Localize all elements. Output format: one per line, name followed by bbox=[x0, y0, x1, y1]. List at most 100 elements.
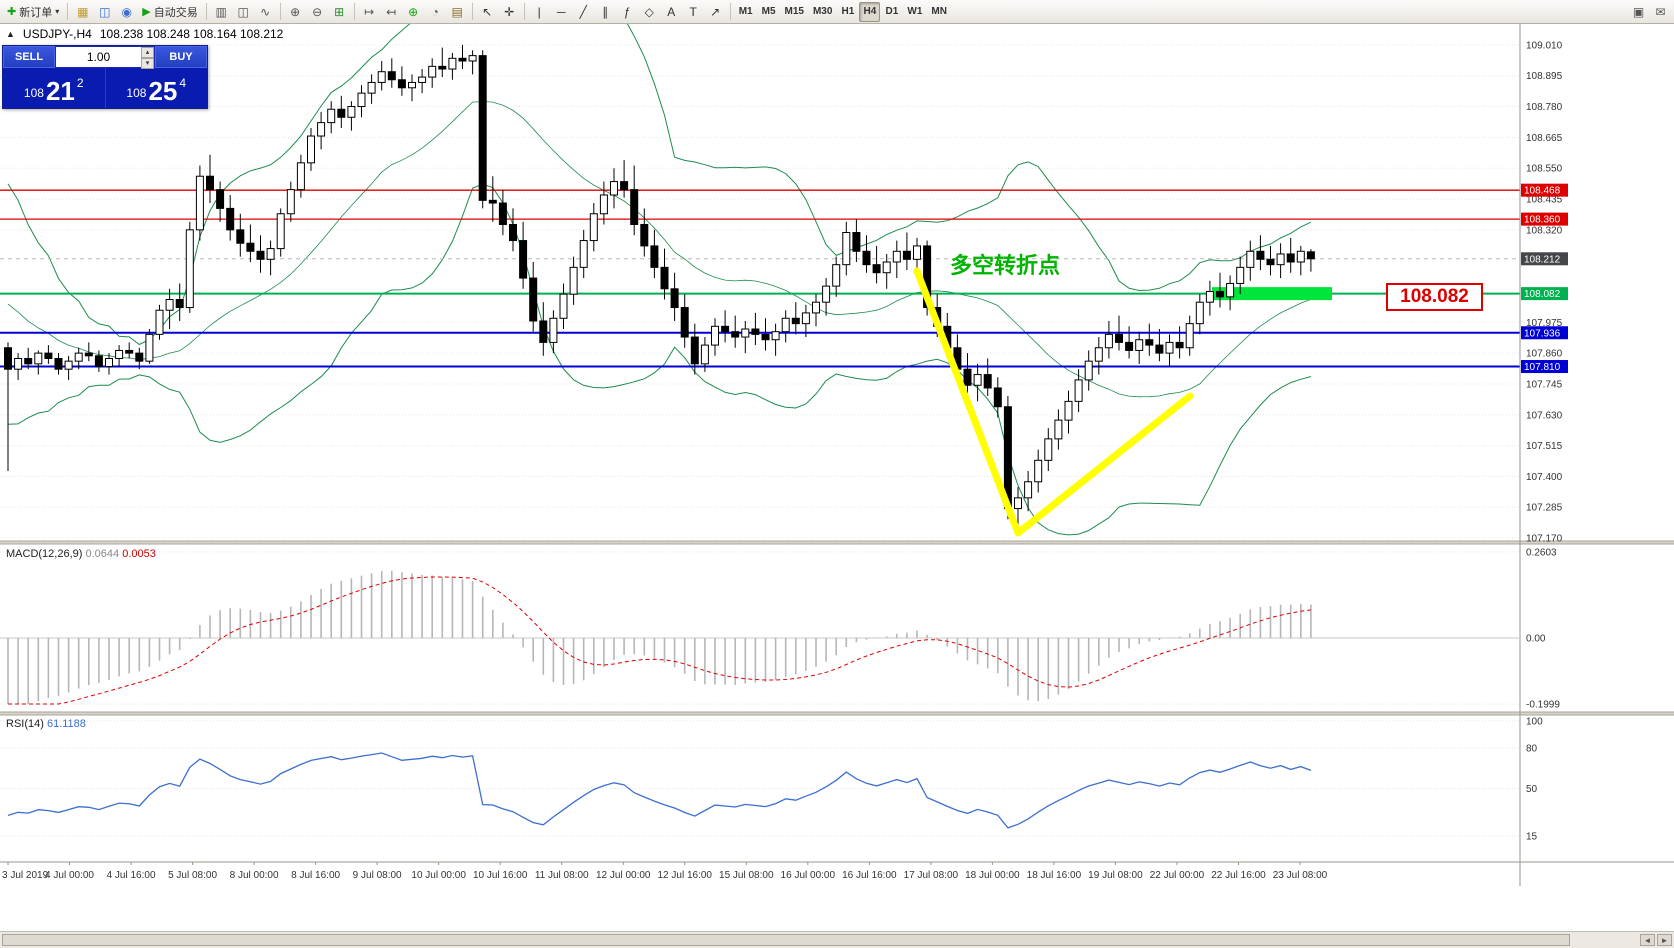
timeframe-w1-button[interactable]: W1 bbox=[907, 6, 923, 17]
volume-down-button[interactable]: ▾ bbox=[141, 58, 154, 69]
zoom-in-icon[interactable]: ⊕ bbox=[285, 2, 306, 22]
time-tick-label: 12 Jul 16:00 bbox=[658, 870, 713, 881]
scroll-left-arrow[interactable]: ◄ bbox=[1640, 934, 1655, 946]
time-tick-label: 10 Jul 00:00 bbox=[411, 870, 466, 881]
one-click-collapse-icon[interactable]: ▲ bbox=[6, 29, 15, 39]
volume-value[interactable]: 1.00 bbox=[86, 50, 111, 64]
sell-button[interactable]: SELL bbox=[3, 46, 55, 68]
buy-price-point: 4 bbox=[179, 76, 187, 90]
horizontal-scrollbar[interactable]: ◄ ► bbox=[0, 931, 1674, 948]
periods-icon[interactable]: ◔ bbox=[425, 2, 446, 22]
line-chart-icon[interactable]: ∿ bbox=[255, 2, 276, 22]
support-zone-rect[interactable] bbox=[1212, 287, 1332, 301]
new-order-button[interactable]: ✚ 新订单 ▾ bbox=[3, 2, 63, 22]
sell-price-point: 2 bbox=[76, 76, 84, 90]
time-tick-label: 17 Jul 08:00 bbox=[904, 870, 959, 881]
time-tick-label: 22 Jul 16:00 bbox=[1211, 870, 1266, 881]
label-icon[interactable]: T bbox=[683, 2, 704, 22]
zoom-out-icon-glyph: ⊖ bbox=[312, 4, 323, 19]
price-tick-label: 109.010 bbox=[1526, 40, 1563, 51]
rsi-indicator-label: RSI(14) 61.1188 bbox=[6, 718, 86, 730]
cursor-icon[interactable]: ↖ bbox=[477, 2, 498, 22]
grid-icon[interactable]: ⊞ bbox=[329, 2, 350, 22]
time-tick-label: 4 Jul 00:00 bbox=[45, 870, 94, 881]
price-badge-label: 108.082 bbox=[1524, 289, 1561, 300]
vertical-line-icon[interactable]: | bbox=[529, 2, 550, 22]
buy-button[interactable]: BUY bbox=[155, 46, 207, 68]
sell-price-display[interactable]: 108 21 2 bbox=[3, 68, 105, 108]
volume-input[interactable]: 1.00 ▴ ▾ bbox=[55, 46, 155, 69]
volume-up-button[interactable]: ▴ bbox=[141, 47, 154, 58]
buy-price-display[interactable]: 108 25 4 bbox=[104, 68, 208, 108]
zoom-in-icon-glyph: ⊕ bbox=[290, 4, 301, 19]
timeframe-m5-button[interactable]: M5 bbox=[761, 6, 776, 17]
charts-window-icon-glyph: ◫ bbox=[99, 4, 111, 19]
new-order-button-label: 新订单 bbox=[19, 6, 53, 19]
timeframe-m15-button[interactable]: M15 bbox=[784, 6, 804, 17]
macd-tick-label: 0.2603 bbox=[1526, 548, 1557, 559]
macd-indicator-label: MACD(12,26,9) 0.0644 0.0053 bbox=[6, 548, 156, 560]
pane-separators[interactable] bbox=[0, 540, 1674, 716]
macd-tick-label: -0.1999 bbox=[1526, 700, 1560, 711]
window-layout-icon-glyph: ▣ bbox=[1632, 4, 1645, 19]
window-layout-icon[interactable]: ▣ bbox=[1628, 2, 1649, 22]
time-tick-label: 12 Jul 00:00 bbox=[596, 870, 651, 881]
arrows-icon[interactable]: ↗ bbox=[705, 2, 726, 22]
v-shape-trendline[interactable] bbox=[913, 267, 1194, 537]
price-axis[interactable]: 109.010 108.895 108.780 108.665 108.550 108.4… bbox=[1519, 24, 1568, 886]
scroll-right-arrow[interactable]: ► bbox=[1657, 934, 1672, 946]
chart-canvas[interactable]: 109.010 108.895 108.780 108.665 108.550 108.4… bbox=[0, 24, 1674, 886]
alerts-icon-glyph: ◉ bbox=[121, 4, 132, 19]
price-tick-label: 107.630 bbox=[1526, 410, 1563, 421]
alerts-icon[interactable]: ◉ bbox=[116, 2, 137, 22]
timeframe-m30-button[interactable]: M30 bbox=[812, 6, 833, 17]
time-tick-label: 18 Jul 16:00 bbox=[1027, 870, 1082, 881]
rsi-tick-label: 80 bbox=[1526, 744, 1538, 755]
auto-trading-button[interactable]: ▶ 自动交易 bbox=[138, 2, 201, 22]
price-badge bbox=[1521, 183, 1568, 197]
time-tick-label: 16 Jul 00:00 bbox=[781, 870, 836, 881]
auto-trading-button-label: 自动交易 bbox=[153, 6, 198, 19]
timeframe-mn-button[interactable]: MN bbox=[931, 6, 947, 17]
time-tick-label: 11 Jul 08:00 bbox=[535, 870, 589, 881]
price-badge bbox=[1521, 326, 1568, 340]
bar-chart-icon[interactable]: ▥ bbox=[211, 2, 232, 22]
fibonacci-icon[interactable]: ƒ bbox=[617, 2, 638, 22]
text-icon[interactable]: A bbox=[661, 2, 682, 22]
auto-scroll-icon[interactable]: ↦ bbox=[359, 2, 380, 22]
macd-tick-label: 0.00 bbox=[1526, 633, 1546, 644]
line-chart-icon-glyph: ∿ bbox=[260, 4, 271, 19]
timeframe-h4-button[interactable]: H4 bbox=[859, 1, 881, 22]
charts-window-icon[interactable]: ◫ bbox=[94, 2, 115, 22]
price-badge bbox=[1521, 360, 1568, 374]
profiles-icon[interactable]: ▦ bbox=[72, 2, 93, 22]
channel-icon[interactable]: ∥ bbox=[595, 2, 616, 22]
toolbar-separator bbox=[205, 3, 207, 20]
price-tick-label: 107.515 bbox=[1526, 441, 1563, 452]
timeframe-d1-button[interactable]: D1 bbox=[885, 6, 899, 17]
turning-point-annotation[interactable]: 多空转折点 bbox=[950, 253, 1061, 278]
chart-window[interactable]: 109.010 108.895 108.780 108.665 108.550 108.4… bbox=[0, 24, 1674, 931]
timeframe-m1-button[interactable]: M1 bbox=[738, 6, 753, 17]
indicators-icon[interactable]: ⊕ bbox=[403, 2, 424, 22]
scrollbar-thumb[interactable] bbox=[2, 934, 1570, 946]
candlestick-chart-icon-glyph: ◫ bbox=[237, 4, 249, 19]
horizontal-line-objects[interactable] bbox=[0, 189, 1520, 368]
candlestick-chart-icon[interactable]: ◫ bbox=[233, 2, 254, 22]
trendline-icon[interactable]: ╱ bbox=[573, 2, 594, 22]
chart-shift-icon-glyph: ↤ bbox=[386, 4, 397, 19]
price-callout-label[interactable]: 108.082 bbox=[1386, 283, 1483, 311]
templates-icon[interactable]: ▤ bbox=[447, 2, 468, 22]
crosshair-icon[interactable]: ✛ bbox=[499, 2, 520, 22]
time-tick-label: 4 Jul 16:00 bbox=[107, 870, 156, 881]
vertical-line-icon-glyph: | bbox=[537, 4, 541, 19]
shapes-icon[interactable]: ◇ bbox=[639, 2, 660, 22]
zoom-out-icon[interactable]: ⊖ bbox=[307, 2, 328, 22]
timeframe-h1-button[interactable]: H1 bbox=[841, 6, 855, 17]
rsi-tick-label: 15 bbox=[1526, 831, 1538, 842]
chart-shift-icon[interactable]: ↤ bbox=[381, 2, 402, 22]
message-icon[interactable]: ✉ bbox=[1650, 2, 1671, 22]
profiles-icon-glyph: ▦ bbox=[77, 4, 89, 19]
horizontal-line-icon[interactable]: ─ bbox=[551, 2, 572, 22]
